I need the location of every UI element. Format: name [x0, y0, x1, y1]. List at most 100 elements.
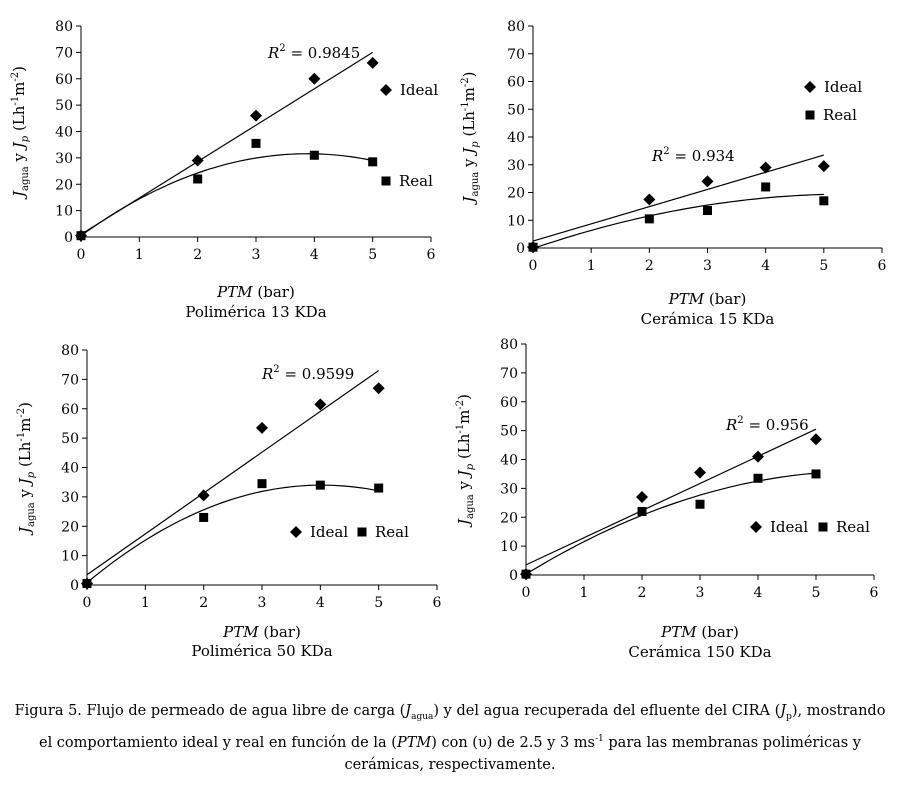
top-left-subtitle: Polimérica 13 KDa [185, 303, 326, 321]
top-left-point-real [76, 231, 86, 241]
top-right-point-real [644, 214, 654, 224]
bottom-right-point-ideal [810, 433, 822, 446]
top-left-y-axis-title-j2: J [10, 141, 28, 151]
top-left-y-axis-title: Jagua y Jp (Lh-1m-2) [10, 66, 31, 200]
caption-part5: para las membranas poliméricas y cerámic… [344, 734, 862, 773]
top-right-y-axis-title-unit1: (Lh [460, 111, 478, 142]
bottom-left-y-axis-title-y: y [16, 484, 34, 502]
top-right-x-axis-title-ptm: PTM [668, 290, 705, 308]
bottom-right-legend-ideal-label: Ideal [770, 518, 808, 536]
bottom-left-y-axis-title-unit2: m [16, 418, 34, 432]
bottom-left-y-tick-label: 20 [61, 519, 79, 535]
bottom-left-legend-ideal-label: Ideal [310, 523, 348, 541]
top-right-y-tick-label: 40 [507, 130, 525, 146]
bottom-left-legend-ideal-marker [290, 526, 302, 538]
bottom-right-x-axis-title-ptm: PTM [660, 623, 697, 641]
figure-caption: Figura 5. Flujo de permeado de agua libr… [10, 700, 890, 776]
top-right-y-tick-label: 80 [507, 19, 525, 35]
bottom-right-x-tick-label: 0 [522, 585, 531, 601]
bottom-left-y-axis-title-sub1: agua [26, 502, 37, 527]
bottom-left-x-tick-label: 5 [374, 595, 383, 611]
bottom-left-y-axis-title-exp1: -1 [16, 432, 27, 442]
top-left-x-tick-label: 0 [77, 247, 86, 263]
top-right-y-tick-label: 20 [507, 186, 525, 202]
bottom-left-point-real [315, 480, 325, 490]
top-right-r2-value: = 0.934 [670, 147, 735, 165]
bottom-left-x-tick-label: 4 [316, 595, 325, 611]
top-left-x-tick-label: 3 [252, 247, 261, 263]
top-right-x-axis-title: PTM (bar) [668, 290, 747, 308]
bottom-right-x-tick-label: 4 [754, 585, 763, 601]
bottom-left-y-axis-title-unit1: (Lh [16, 441, 34, 472]
bottom-right-point-real [753, 473, 763, 483]
bottom-left-y-tick-label: 50 [61, 431, 79, 447]
bottom-left-point-real [199, 512, 209, 522]
bottom-right-y-axis-title-unit2: m [455, 410, 473, 424]
bottom-right-y-tick-label: 20 [500, 510, 518, 526]
top-left-x-axis-title: PTM (bar) [216, 283, 295, 301]
bottom-left-y-axis-title-sub2: p [26, 471, 37, 478]
bottom-right-y-tick-label: 40 [500, 453, 518, 469]
bottom-right-x-tick-label: 1 [580, 585, 589, 601]
top-left-r2-symbol: R [267, 44, 279, 62]
bottom-right-r2-symbol: R [725, 416, 737, 434]
top-right-y-axis-title-j2: J [460, 147, 478, 157]
bottom-left-point-ideal [372, 382, 385, 395]
top-right-point-real [703, 206, 712, 216]
top-left-point-real [368, 157, 378, 167]
top-left-y-tick-label: 20 [55, 177, 73, 193]
top-left-y-axis-title-unit1: (Lh [10, 105, 28, 136]
bottom-left-r2-value: = 0.9599 [280, 365, 355, 383]
top-right-y-tick-label: 30 [507, 158, 525, 174]
top-right-y-axis-title-exp2: -2 [460, 77, 471, 87]
top-right-x-axis-title-unit: (bar) [704, 290, 746, 308]
top-right-r2-symbol: R [651, 147, 663, 165]
bottom-right-y-axis-title: Jagua y Jp (Lh-1m-2) [455, 394, 476, 528]
caption-part2: ) y del agua recuperada del efluente del… [433, 703, 781, 719]
top-left-r2-annotation: R2 = 0.9845 [267, 43, 360, 62]
top-left-point-real [193, 174, 203, 184]
bottom-left-y-axis-title-j2: J [16, 477, 34, 487]
top-right-y-axis-title-sub2: p [470, 141, 481, 148]
bottom-left-x-tick-label: 0 [83, 595, 92, 611]
bottom-right-x-tick-label: 5 [812, 585, 821, 601]
top-left-point-ideal [250, 109, 262, 122]
top-left-y-axis-title-y: y [10, 148, 28, 166]
bottom-left-legend-real-marker [357, 527, 367, 537]
bottom-right-point-ideal [694, 466, 706, 479]
top-left-y-tick-label: 30 [55, 151, 73, 167]
top-right-y-axis-title-y: y [460, 154, 478, 172]
caption-j-p-sub: p [786, 711, 792, 722]
top-left-r2-exponent: 2 [279, 43, 285, 54]
top-left-point-ideal [191, 154, 204, 167]
bottom-right-y-axis-title-j2: J [455, 469, 473, 479]
bottom-left-y-tick-label: 30 [61, 490, 79, 506]
bottom-left-x-tick-label: 3 [258, 595, 267, 611]
bottom-left-y-tick-label: 0 [70, 578, 79, 594]
top-left-y-axis-title-sub1: agua [20, 166, 31, 191]
top-left-y-axis-title-exp2: -2 [10, 72, 21, 82]
bottom-left-x-axis-title-unit: (bar) [259, 623, 301, 641]
bottom-left-x-tick-label: 6 [433, 595, 442, 611]
caption-part1: Figura 5. Flujo de permeado de agua libr… [14, 703, 406, 719]
top-right-y-tick-label: 0 [516, 241, 525, 257]
bottom-right-y-tick-label: 10 [500, 539, 518, 555]
caption-part4: ) con (υ) de 2.5 y 3 ms [431, 734, 595, 751]
top-left-legend-real-label: Real [399, 172, 433, 190]
bottom-right-subtitle: Cerámica 150 KDa [628, 643, 771, 661]
bottom-left-x-tick-label: 2 [199, 595, 208, 611]
bottom-right-y-tick-label: 0 [509, 568, 518, 584]
bottom-right-r2-annotation: R2 = 0.956 [725, 415, 809, 434]
bottom-left-subtitle: Polimérica 50 KDa [191, 642, 332, 660]
top-right-y-axis-title-j1: J [460, 196, 478, 206]
top-right-y-tick-label: 70 [507, 47, 525, 63]
caption-part3: ), mostrando el comportamiento ideal y r… [38, 703, 886, 751]
top-left-r2-value: = 0.9845 [286, 44, 361, 62]
bottom-left-r2-exponent: 2 [273, 364, 279, 375]
bottom-right-legend-real-marker [818, 522, 828, 532]
bottom-right-x-axis-title: PTM (bar) [660, 623, 739, 641]
caption-j-agua: J [405, 703, 412, 719]
